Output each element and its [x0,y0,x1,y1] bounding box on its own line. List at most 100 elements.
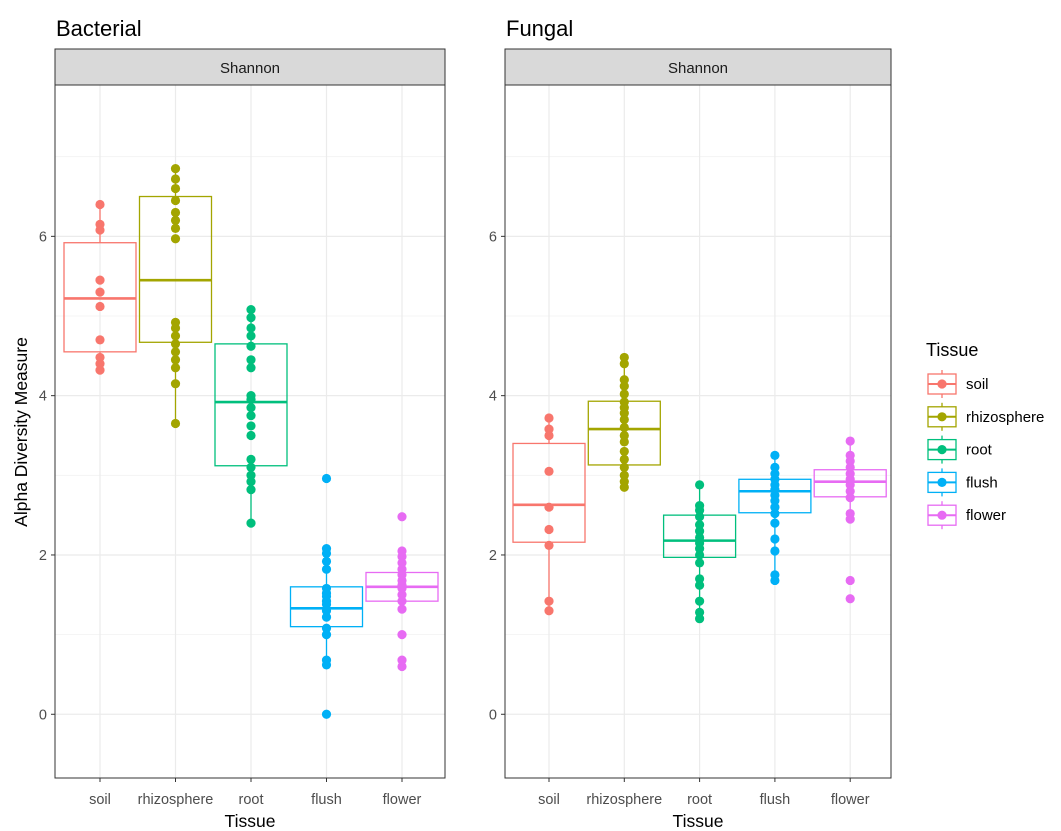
data-point [397,590,407,600]
data-point [321,564,332,574]
bacterial-x-axis-title: Tissue [225,811,276,831]
fungal-plot-background [505,85,891,778]
data-point [170,379,181,389]
data-point [170,207,181,218]
data-point [770,508,780,519]
data-point [619,352,629,363]
data-point [397,564,407,574]
data-point [321,583,332,594]
data-point [246,331,256,341]
data-point [845,462,855,472]
data-point [95,352,105,363]
data-point [770,450,780,460]
data-point [619,397,629,407]
data-point [619,422,629,433]
fungal-x-axis: soil rhizosphere root flush flower [538,778,870,808]
data-point [321,612,332,622]
data-point [845,469,855,479]
data-point [695,614,705,624]
data-point [619,359,629,369]
legend-entry-soil: soil [927,370,989,398]
bacterial-box-flush [289,473,364,719]
data-point [770,534,780,544]
data-point [246,430,256,441]
data-point [246,421,256,431]
legend-key-point [937,445,947,455]
data-point [95,287,105,297]
data-point [170,183,181,194]
fungal-y-tick-label: 6 [489,229,497,245]
data-point [397,604,407,614]
data-point [246,355,256,365]
bacterial-box-root [214,305,288,528]
bacterial-y-tick-label: 4 [39,389,47,405]
fungal-x-tick-label: soil [538,792,560,808]
data-point [397,655,407,665]
data-point [246,305,256,315]
legend-entry-flower: flower [927,501,1006,530]
legend-label: soil [966,376,989,393]
data-point [170,363,181,373]
legend-key-point [937,412,947,422]
data-point [170,317,181,327]
data-point [95,199,105,210]
legend-label: rhizosphere [966,409,1044,426]
data-point [246,312,256,323]
data-point [397,558,407,568]
data-point [397,661,407,672]
data-point [321,709,332,719]
legend-entries: soil rhizosphere root flush flower [927,370,1044,530]
bacterial-y-tick-label: 0 [39,707,47,723]
bacterial-panel-title: Bacterial [56,16,142,41]
data-point [544,596,554,606]
data-point [695,512,705,522]
data-point [695,532,705,543]
bacterial-box-flower [365,512,439,672]
data-point [170,195,181,206]
data-point [397,630,407,640]
data-point [619,477,629,487]
data-point [845,575,855,586]
data-point [619,446,629,457]
fungal-x-tick-label: root [687,792,712,808]
data-point [845,493,855,503]
data-point [544,606,554,616]
data-point [695,526,705,536]
data-point [619,375,629,385]
fungal-box-flower [813,436,887,604]
data-point [845,508,855,519]
data-point [845,436,855,446]
bacterial-y-tick-label: 2 [39,548,47,564]
data-point [321,473,332,484]
data-point [246,403,256,413]
bacterial-strip [54,48,446,86]
data-point [770,502,780,512]
legend-title: Tissue [926,340,978,360]
data-point [170,331,181,341]
data-point [544,502,554,512]
data-point [321,556,332,566]
fungal-y-tick-label: 2 [489,548,497,564]
data-point [695,550,705,560]
data-point [770,546,780,556]
data-point [95,335,105,345]
data-point [170,174,181,184]
data-point [695,480,705,490]
data-point [544,540,554,551]
data-point [246,518,256,528]
data-point [321,623,332,633]
data-point [246,485,256,495]
data-point [170,234,181,244]
fungal-strip-label: Shannon [668,60,728,77]
bacterial-panel-border [54,84,446,779]
data-point [544,466,554,476]
bacterial-x-tick-label: flush [311,792,342,808]
data-point [695,574,705,584]
bacterial-y-axis-title: Alpha Diversity Measure [11,337,31,527]
data-point [397,596,407,606]
data-point [246,470,256,480]
fungal-box-root [662,480,737,624]
legend-label: flower [966,507,1006,524]
data-point [619,437,629,447]
